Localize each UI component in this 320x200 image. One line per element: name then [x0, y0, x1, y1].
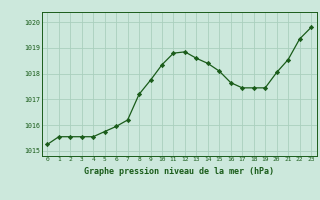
X-axis label: Graphe pression niveau de la mer (hPa): Graphe pression niveau de la mer (hPa)	[84, 167, 274, 176]
